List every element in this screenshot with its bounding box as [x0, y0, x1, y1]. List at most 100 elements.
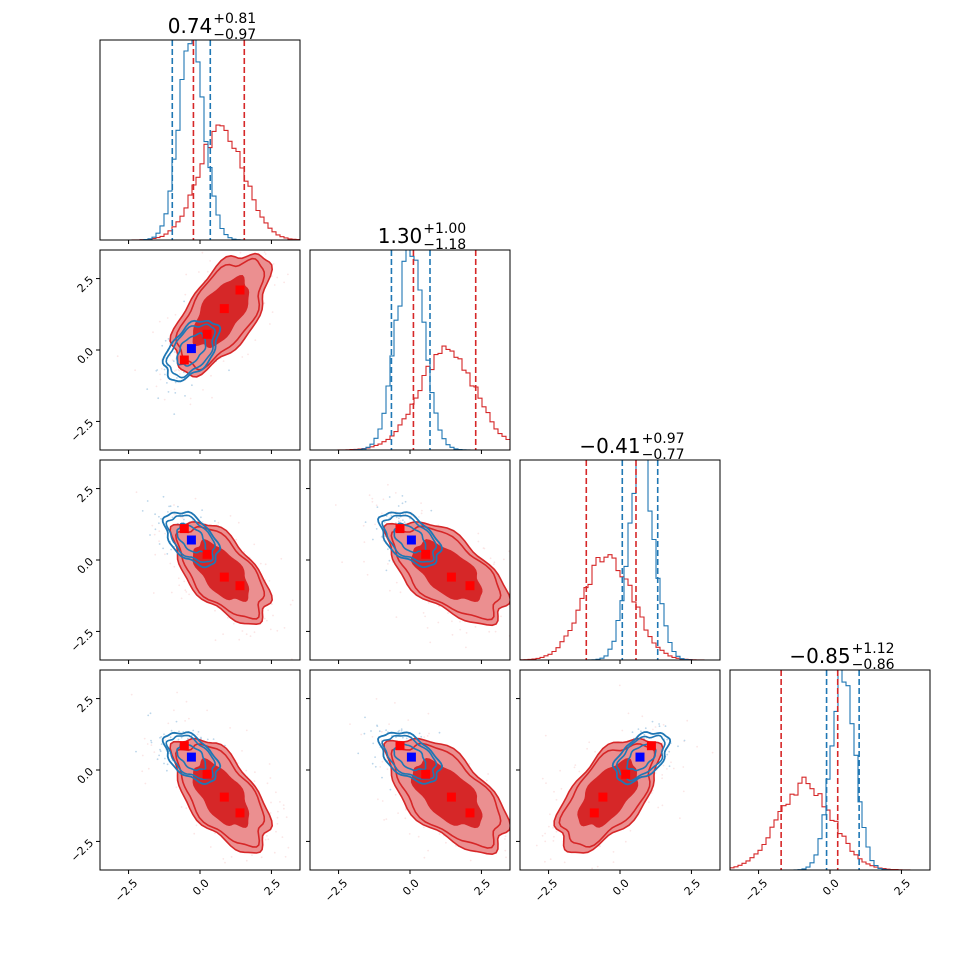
scatter-point: [265, 234, 267, 236]
scatter-point: [174, 313, 177, 316]
red-marker: [179, 741, 189, 751]
blue-contour-2: [381, 734, 438, 780]
scatter-point: [266, 619, 268, 622]
scatter-point: [624, 840, 627, 843]
scatter-point: [388, 496, 391, 498]
scatter-point: [574, 764, 577, 766]
scatter-point: [388, 723, 390, 725]
scatter-point: [402, 736, 404, 739]
scatter-point: [654, 726, 657, 728]
scatter-point: [275, 830, 277, 833]
scatter-point: [505, 856, 507, 859]
scatter-point: [130, 693, 133, 696]
scatter-point: [201, 521, 204, 523]
scatter-point: [485, 779, 488, 782]
scatter-point: [269, 323, 271, 325]
red-marker: [219, 304, 229, 314]
panel-2d-1-0: [116, 233, 289, 415]
scatter-point: [175, 369, 178, 371]
scatter-point: [166, 769, 168, 772]
scatter-point: [169, 562, 172, 565]
scatter-point: [376, 724, 378, 727]
scatter-point: [364, 716, 366, 719]
scatter-point: [166, 382, 168, 384]
red-marker: [235, 285, 245, 295]
scatter-point: [686, 719, 689, 722]
scatter-point: [168, 343, 171, 345]
scatter-point: [175, 786, 178, 789]
scatter-point: [264, 253, 267, 255]
scatter-point: [245, 859, 248, 862]
scatter-point: [307, 496, 309, 498]
blue-histogram: [100, 40, 300, 240]
scatter-point: [264, 838, 267, 841]
scatter-point: [670, 761, 672, 764]
scatter-point: [654, 772, 657, 774]
scatter-point: [385, 818, 388, 820]
scatter-point: [206, 270, 209, 273]
x-tick-label: 2.5: [472, 877, 494, 899]
scatter-point: [229, 515, 232, 517]
scatter-point: [511, 835, 513, 837]
scatter-point: [668, 765, 671, 768]
scatter-point: [661, 804, 664, 807]
scatter-point: [268, 763, 271, 765]
scatter-point: [271, 603, 273, 606]
scatter-point: [116, 355, 119, 358]
scatter-point: [526, 845, 528, 847]
title-value: −0.85: [789, 644, 850, 668]
x-tick-label: −2.5: [742, 877, 770, 905]
scatter-point: [177, 368, 180, 371]
scatter-point: [591, 867, 593, 870]
scatter-point: [648, 801, 650, 803]
scatter-point: [493, 561, 496, 564]
scatter-point: [661, 742, 664, 744]
scatter-point: [185, 700, 188, 703]
scatter-point: [386, 768, 389, 771]
scatter-point: [229, 727, 232, 729]
scatter-point: [682, 766, 685, 768]
red-marker: [421, 549, 431, 559]
scatter-point: [631, 731, 634, 734]
red-marker: [219, 572, 229, 582]
scatter-point: [553, 835, 555, 838]
scatter-point: [511, 605, 513, 607]
scatter-point: [555, 798, 558, 801]
scatter-point: [364, 521, 367, 523]
blue-marker: [406, 535, 416, 545]
scatter-point: [263, 617, 266, 620]
scatter-point: [152, 592, 155, 594]
scatter-point: [276, 822, 279, 825]
scatter-point: [438, 731, 441, 734]
scatter-point: [511, 878, 513, 880]
y-tick-label: 2.5: [75, 274, 97, 296]
scatter-point: [188, 593, 191, 596]
scatter-point: [163, 733, 165, 736]
red-contour-2: [390, 525, 502, 621]
scatter-point: [177, 577, 180, 580]
scatter-point: [696, 745, 698, 748]
scatter-point: [135, 491, 138, 494]
panel-2d-2-0: [135, 491, 294, 660]
scatter-point: [272, 614, 274, 617]
scatter-point: [202, 389, 204, 391]
scatter-point: [459, 620, 461, 623]
scatter-point: [394, 702, 396, 704]
scatter-point: [612, 861, 615, 863]
scatter-point: [177, 505, 179, 508]
scatter-point: [474, 625, 477, 628]
scatter-point: [526, 636, 528, 638]
scatter-point: [173, 504, 175, 506]
scatter-point: [241, 630, 244, 632]
scatter-point: [397, 520, 400, 523]
scatter-point: [159, 373, 161, 376]
scatter-point: [214, 609, 216, 612]
blue-marker: [635, 752, 645, 762]
scatter-point: [269, 233, 271, 235]
scatter-point: [666, 768, 668, 770]
scatter-point: [504, 835, 507, 838]
scatter-point: [193, 832, 196, 835]
scatter-point: [586, 747, 588, 750]
scatter-point: [167, 511, 169, 513]
scatter-point: [493, 563, 495, 566]
